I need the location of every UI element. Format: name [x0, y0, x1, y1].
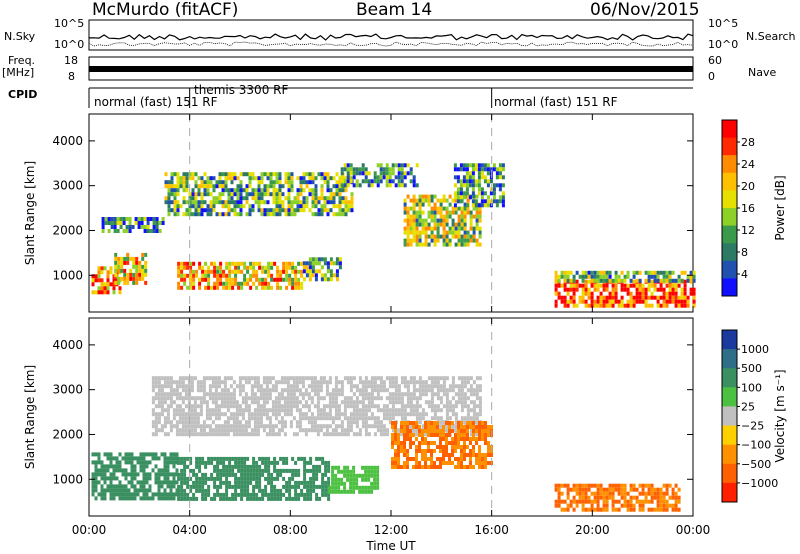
- power-echo-region: [164, 172, 354, 217]
- power-colorbar-tick: 28: [741, 136, 755, 149]
- x-tick-label: 04:00: [172, 523, 207, 537]
- velocity-colorbar-tick: −100: [741, 439, 771, 452]
- power-colorbar-segment: [722, 155, 737, 174]
- cpid-mode-2: themis 3300 RF: [194, 83, 289, 97]
- power-y-tick-label: 1000: [52, 268, 83, 282]
- power-echo-region: [101, 217, 165, 233]
- nsearch-label: N.Search: [746, 30, 796, 43]
- date-title: 06/Nov/2015: [590, 0, 700, 20]
- power-colorbar-segment: [722, 172, 737, 191]
- power-y-tick-label: 2000: [52, 223, 83, 237]
- x-tick-label: 16:00: [474, 523, 509, 537]
- freq-unit-label: [MHz]: [2, 66, 35, 79]
- velocity-colorbar-segment: [722, 406, 737, 426]
- velocity-echo-region: [391, 421, 493, 469]
- velocity-colorbar-tick: −500: [741, 458, 771, 471]
- power-echo-region: [91, 266, 122, 295]
- power-echo-region: [453, 163, 505, 208]
- power-colorbar-segment: [722, 225, 737, 244]
- velocity-y-tick-label: 4000: [52, 338, 83, 352]
- x-tick-label: 20:00: [575, 523, 610, 537]
- velocity-colorbar-segment: [722, 368, 737, 388]
- velocity-colorbar-segment: [722, 387, 737, 407]
- nsearch-tick-high: 10^5: [708, 17, 739, 30]
- power-colorbar-label: Power [dB]: [773, 175, 787, 240]
- velocity-echo-region: [554, 483, 681, 512]
- freq-tick-low: 8: [68, 70, 75, 83]
- velocity-y-tick-label: 1000: [52, 472, 83, 486]
- power-colorbar-segment: [722, 260, 737, 279]
- velocity-y-tick-label: 3000: [52, 383, 83, 397]
- power-colorbar-segment: [722, 190, 737, 209]
- nsearch-tick-low: 10^0: [708, 38, 739, 51]
- nsky-tick-low: 10^0: [54, 38, 85, 51]
- power-echo-region: [114, 252, 148, 285]
- power-colorbar-segment: [722, 120, 737, 139]
- power-colorbar-segment: [722, 243, 737, 262]
- power-colorbar-tick: 20: [741, 180, 755, 193]
- power-echo-region: [340, 163, 419, 188]
- velocity-colorbar-segment: [722, 482, 737, 503]
- xlabel: Time UT: [365, 539, 416, 553]
- nsky-trace: [88, 33, 694, 41]
- nsky-panel-frame: [88, 19, 694, 51]
- freq-tick-high: 18: [64, 54, 78, 67]
- x-tick-label: 12:00: [374, 523, 409, 537]
- velocity-colorbar-tick: 1000: [741, 343, 769, 356]
- station-title: McMurdo (fitACF): [92, 0, 239, 20]
- power-colorbar-tick: 4: [741, 268, 748, 281]
- power-colorbar-tick: 24: [741, 158, 755, 171]
- power-echo-region: [554, 270, 696, 283]
- freq-label: Freq.: [8, 54, 36, 67]
- velocity-colorbar-tick: 500: [741, 362, 762, 375]
- x-tick-label: 00:00: [72, 523, 107, 537]
- velocity-echo-region: [91, 452, 179, 501]
- velocity-colorbar-segment: [722, 349, 737, 369]
- power-echo-region: [554, 279, 696, 308]
- velocity-colorbar-tick: −1000: [741, 477, 778, 490]
- velocity-colorbar-tick: 25: [741, 400, 755, 413]
- power-colorbar-segment: [722, 208, 737, 227]
- nsky-label: N.Sky: [4, 30, 36, 43]
- nave-tick-low: 0: [708, 70, 715, 83]
- cpid-mode-3: normal (fast) 151 RF: [494, 95, 618, 109]
- beam-title: Beam 14: [356, 0, 433, 20]
- power-colorbar-tick: 8: [741, 246, 748, 259]
- power-colorbar-tick: 12: [741, 224, 755, 237]
- velocity-y-tick-label: 2000: [52, 427, 83, 441]
- nave-tick-high: 60: [708, 54, 722, 67]
- power-colorbar-segment: [722, 137, 737, 156]
- power-echo-region: [177, 261, 304, 290]
- power-y-tick-label: 4000: [52, 134, 83, 148]
- velocity-echo-region: [177, 456, 331, 501]
- velocity-colorbar-label: Velocity [m s⁻¹]: [773, 369, 787, 462]
- velocity-colorbar-segment: [722, 463, 737, 484]
- velocity-colorbar-segment: [722, 425, 737, 446]
- power-ylabel: Slant Range [km]: [23, 161, 37, 265]
- cpid-label: CPID: [8, 88, 38, 101]
- velocity-colorbar-tick: 100: [741, 381, 762, 394]
- nave-label: Nave: [748, 66, 777, 79]
- power-echo-region: [302, 257, 342, 282]
- cpid-mode-1: normal (fast) 151 RF: [94, 95, 218, 109]
- x-tick-label: 00:00: [676, 523, 711, 537]
- power-y-tick-label: 3000: [52, 179, 83, 193]
- freq-trace: [89, 66, 693, 72]
- power-echo-region: [403, 194, 482, 247]
- velocity-ylabel: Slant Range [km]: [23, 365, 37, 469]
- velocity-colorbar-segment: [722, 444, 737, 465]
- velocity-colorbar-segment: [722, 330, 737, 350]
- velocity-colorbar-tick: −25: [741, 420, 764, 433]
- power-colorbar-segment: [722, 278, 737, 297]
- nsky-tick-high: 10^5: [54, 17, 85, 30]
- nsearch-trace: [88, 41, 694, 47]
- x-tick-label: 08:00: [273, 523, 308, 537]
- velocity-echo-region: [328, 465, 380, 494]
- power-colorbar-tick: 16: [741, 202, 755, 215]
